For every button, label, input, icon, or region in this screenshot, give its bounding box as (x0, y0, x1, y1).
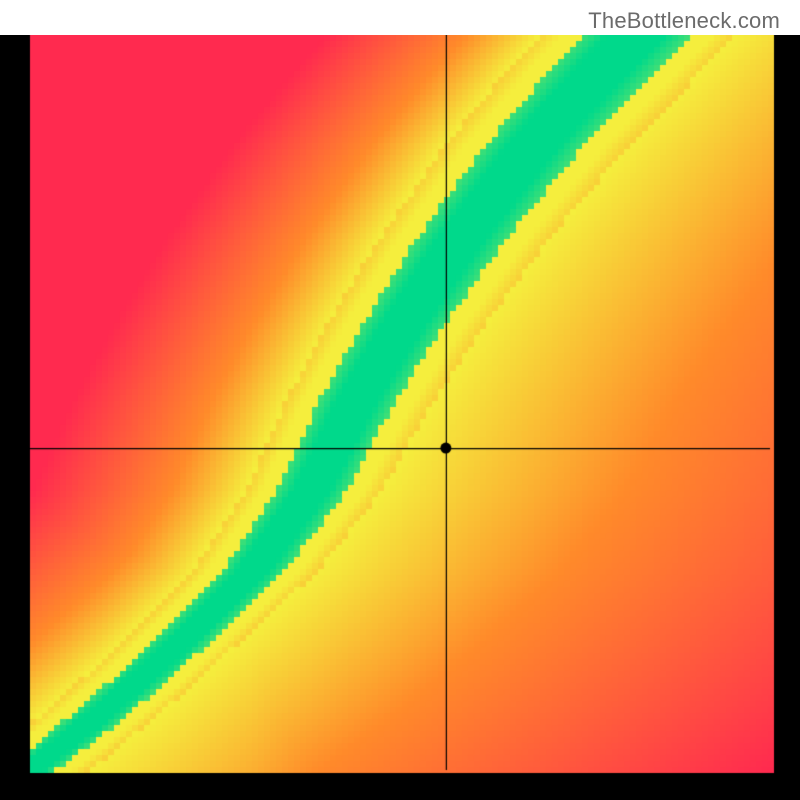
bottleneck-heatmap (0, 35, 800, 800)
watermark-text: TheBottleneck.com (588, 8, 780, 34)
heatmap-frame (0, 35, 800, 800)
chart-container: TheBottleneck.com (0, 0, 800, 800)
